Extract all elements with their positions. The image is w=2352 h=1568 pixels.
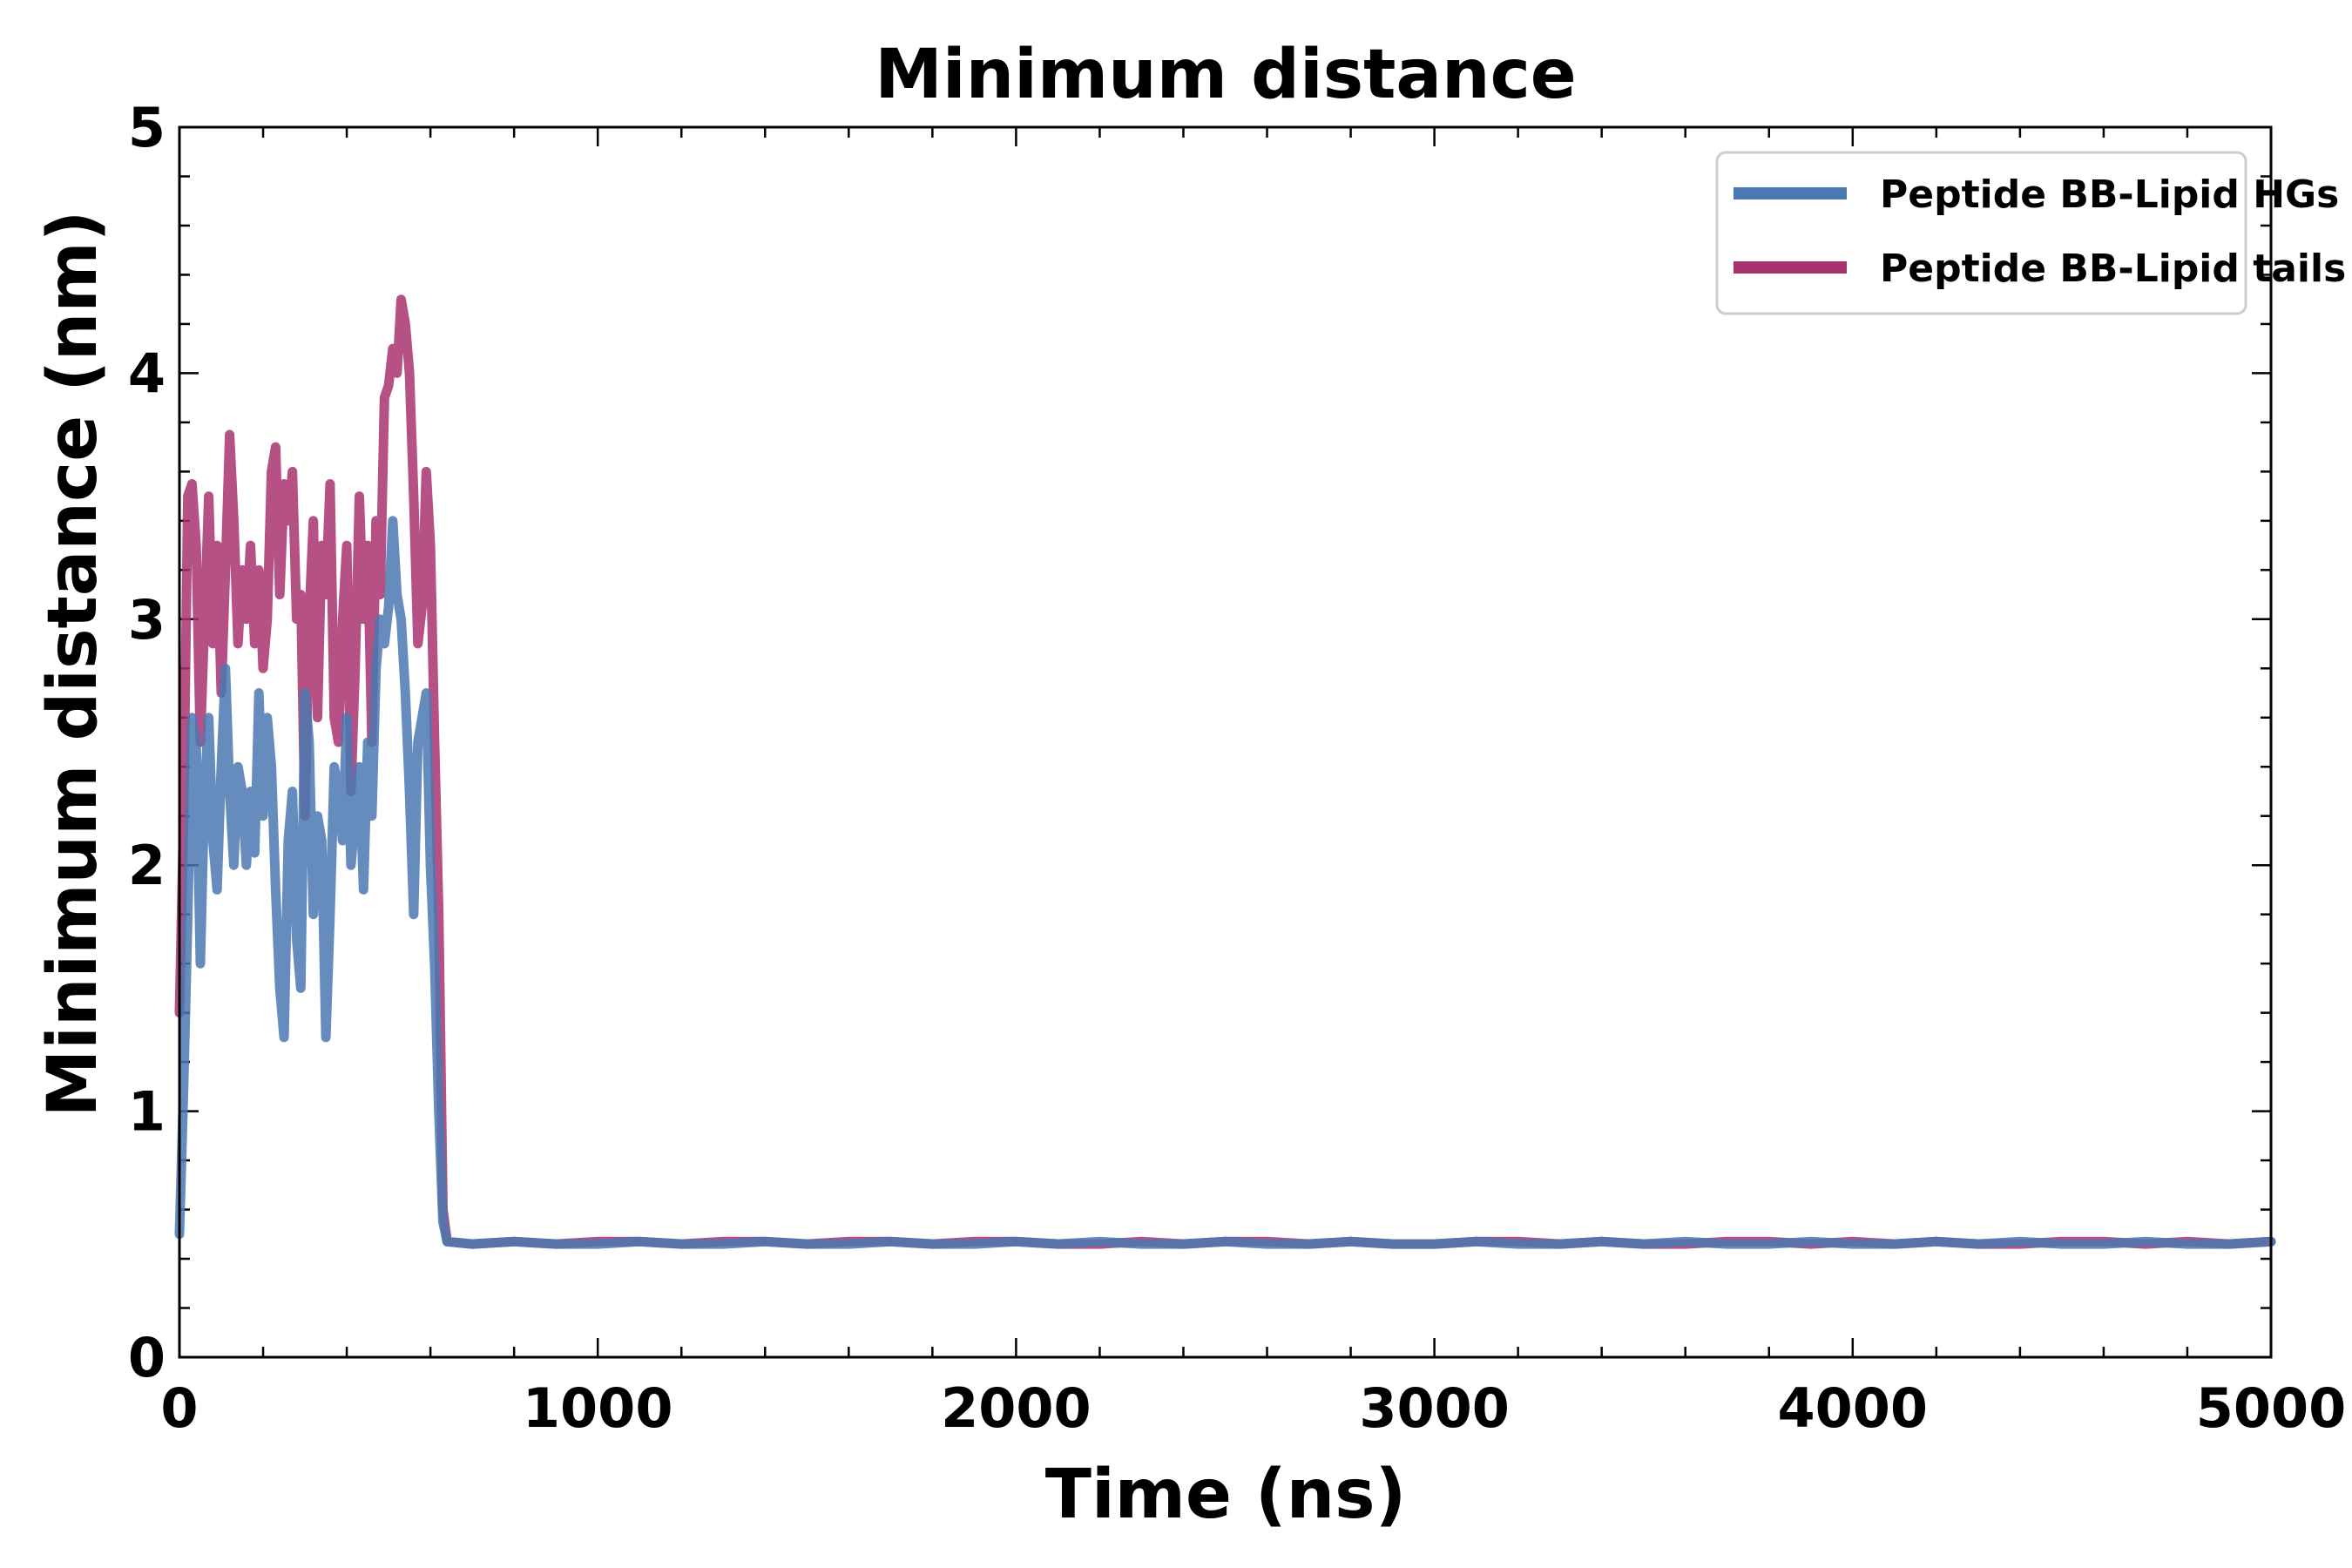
x-tick-label: 4000 xyxy=(1778,1376,1929,1440)
x-tick-label: 3000 xyxy=(1359,1376,1510,1440)
x-tick-label: 2000 xyxy=(941,1376,1092,1440)
legend-box xyxy=(1715,151,2247,315)
y-axis-label: Minimum distance (nm) xyxy=(34,211,112,1118)
x-axis-label: Time (ns) xyxy=(1045,1456,1407,1534)
chart-title: Minimum distance xyxy=(875,36,1576,114)
y-tick-label: 2 xyxy=(128,834,166,897)
series-line-lipid-hgs xyxy=(174,516,2276,1249)
y-tick-label: 0 xyxy=(128,1326,166,1389)
y-tick-label: 5 xyxy=(128,96,166,159)
legend: Peptide BB-Lipid HGs Peptide BB-Lipid tai… xyxy=(1715,151,2346,315)
y-tick-label: 4 xyxy=(128,341,166,405)
y-tick-label: 3 xyxy=(128,588,166,652)
x-tick-label: 0 xyxy=(160,1376,198,1440)
x-tick-label: 5000 xyxy=(2196,1376,2347,1440)
plot-frame xyxy=(178,125,2273,1359)
tick-labels: 0 1000 2000 3000 4000 5000 0 1 2 3 4 5 xyxy=(128,96,2346,1440)
y-tick-label: 1 xyxy=(128,1080,166,1144)
legend-label: Peptide BB-Lipid HGs xyxy=(1880,172,2339,217)
legend-label: Peptide BB-Lipid tails xyxy=(1880,247,2346,291)
x-tick-label: 1000 xyxy=(523,1376,673,1440)
series-layer xyxy=(174,294,2276,1249)
